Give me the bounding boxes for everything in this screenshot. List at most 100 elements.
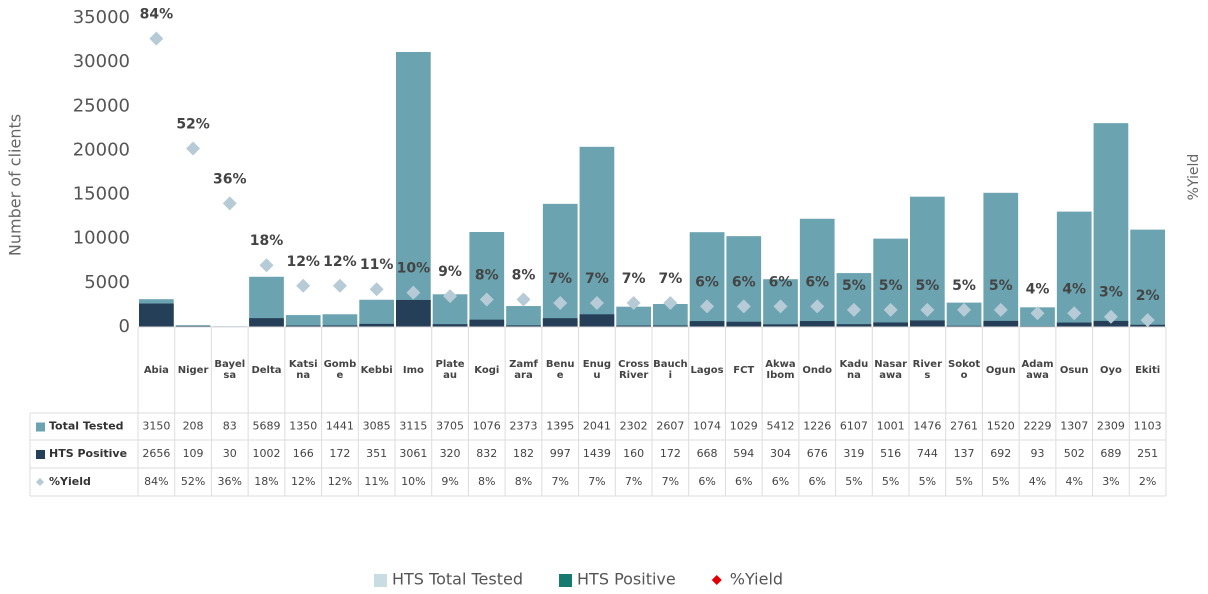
table-value: 166 xyxy=(293,447,314,460)
x-tick-label: Rivers xyxy=(910,327,945,413)
table-value: 6% xyxy=(698,475,715,488)
table-value: 2607 xyxy=(656,420,684,433)
table-value: 832 xyxy=(476,447,497,460)
category-cell: Enugu xyxy=(580,327,615,413)
category-cell: Imo xyxy=(396,327,431,413)
table-value: 12% xyxy=(328,475,352,488)
x-tick-label: Kogi xyxy=(469,327,504,413)
table-value: 8% xyxy=(515,475,532,488)
x-tick-label: Bayelsa xyxy=(212,327,247,413)
category-cell: Zamfara xyxy=(506,327,541,413)
category-cell: Abia xyxy=(139,327,174,413)
bar xyxy=(1130,230,1165,327)
x-tick-label: Katsina xyxy=(286,327,321,413)
table-value: 689 xyxy=(1100,447,1121,460)
x-tick-label: Akwa Ibom xyxy=(763,327,798,413)
yield-label: 10% xyxy=(397,261,431,277)
category-cell: Adamawa xyxy=(1020,327,1055,413)
x-tick-label: Enugu xyxy=(580,327,615,413)
yield-label: 8% xyxy=(512,268,536,284)
x-tick-label: Oyo xyxy=(1094,327,1129,413)
table-value: 2761 xyxy=(950,420,978,433)
legend-label: HTS Total Tested xyxy=(392,570,523,589)
table-value: 1002 xyxy=(253,447,281,460)
y2-axis-title: %Yield xyxy=(1186,154,1202,201)
x-tick-label: Niger xyxy=(176,327,211,413)
table-value: 8% xyxy=(478,475,495,488)
row-label: Total Tested xyxy=(49,420,124,433)
category-cell: Ondo xyxy=(800,327,835,413)
yield-label: 7% xyxy=(622,271,646,287)
yield-label: 18% xyxy=(250,233,284,249)
yield-label: 3% xyxy=(1099,285,1123,301)
yield-label: 7% xyxy=(585,271,609,287)
yield-label: 5% xyxy=(952,278,976,294)
category-cell: Ekiti xyxy=(1130,327,1165,413)
table-value: 137 xyxy=(954,447,975,460)
table-value: 1476 xyxy=(913,420,941,433)
legend-key xyxy=(559,574,572,587)
bar xyxy=(323,314,358,327)
legend-label: HTS Positive xyxy=(577,570,676,589)
table-value: 2041 xyxy=(583,420,611,433)
row-label: HTS Positive xyxy=(49,447,127,460)
x-tick-label: Nasarawa xyxy=(873,327,908,413)
table-value: 11% xyxy=(364,475,388,488)
yield-marker xyxy=(333,279,347,293)
category-cell: Akwa Ibom xyxy=(763,327,798,413)
table-value: 3085 xyxy=(363,420,391,433)
table-value: 2309 xyxy=(1097,420,1125,433)
table-value: 2229 xyxy=(1024,420,1052,433)
row-key xyxy=(36,450,45,459)
table-value: 5% xyxy=(955,475,972,488)
table-value: 3150 xyxy=(142,420,170,433)
table-value: 6% xyxy=(772,475,789,488)
table-value: 351 xyxy=(366,447,387,460)
table-value: 676 xyxy=(807,447,828,460)
table-value: 12% xyxy=(291,475,315,488)
table-value: 5689 xyxy=(253,420,281,433)
table-value: 4% xyxy=(1029,475,1046,488)
x-tick-label: Abia xyxy=(139,327,174,413)
table-value: 7% xyxy=(662,475,679,488)
bar xyxy=(469,320,504,327)
x-tick-label: Gombe xyxy=(323,327,358,413)
table-value: 5% xyxy=(882,475,899,488)
category-cell: FCT xyxy=(726,327,761,413)
x-tick-label: Kaduna xyxy=(837,327,872,413)
x-tick-label: Osun xyxy=(1057,327,1092,413)
yield-label: 6% xyxy=(805,274,829,290)
y-tick-label: 25000 xyxy=(73,95,130,116)
bar xyxy=(396,300,431,327)
y-tick-label: 30000 xyxy=(73,51,130,72)
yield-marker xyxy=(223,196,237,210)
bar xyxy=(359,300,394,327)
x-tick-label: Kebbi xyxy=(359,327,394,413)
x-tick-label: Lagos xyxy=(690,327,725,413)
category-cell: Katsina xyxy=(286,327,321,413)
table-value: 744 xyxy=(917,447,938,460)
table-value: 5% xyxy=(845,475,862,488)
table-value: 668 xyxy=(697,447,718,460)
yield-marker xyxy=(186,141,200,155)
table-value: 30 xyxy=(223,447,237,460)
table-value: 692 xyxy=(990,447,1011,460)
table-value: 5412 xyxy=(767,420,795,433)
yield-label: 6% xyxy=(769,274,793,290)
table-value: 1439 xyxy=(583,447,611,460)
x-tick-label: Plateau xyxy=(433,327,468,413)
x-tick-label: Benue xyxy=(543,327,578,413)
yield-label: 12% xyxy=(323,254,357,270)
legend-key xyxy=(712,575,722,585)
category-cell: Delta xyxy=(249,327,284,413)
table-value: 3% xyxy=(1102,475,1119,488)
yield-marker xyxy=(149,32,163,46)
row-key xyxy=(36,423,45,432)
category-cell: Nasarawa xyxy=(873,327,908,413)
table-value: 997 xyxy=(550,447,571,460)
category-cell: Bayelsa xyxy=(212,327,247,413)
table-value: 594 xyxy=(733,447,754,460)
bar xyxy=(506,306,541,327)
yield-label: 5% xyxy=(989,278,1013,294)
table-value: 1103 xyxy=(1134,420,1162,433)
